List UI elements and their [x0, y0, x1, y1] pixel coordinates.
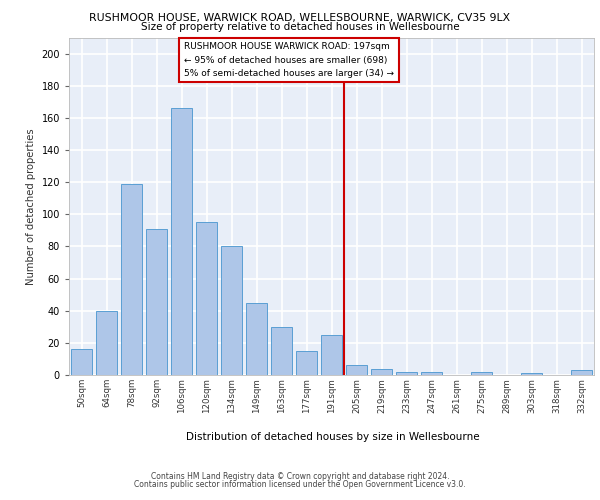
Text: Contains HM Land Registry data © Crown copyright and database right 2024.: Contains HM Land Registry data © Crown c… [151, 472, 449, 481]
Text: Distribution of detached houses by size in Wellesbourne: Distribution of detached houses by size … [186, 432, 480, 442]
Bar [321, 335, 342, 375]
Bar [371, 368, 392, 375]
Bar [421, 372, 442, 375]
Bar [346, 366, 367, 375]
Y-axis label: Number of detached properties: Number of detached properties [26, 128, 36, 284]
Bar [221, 246, 242, 375]
Text: Contains public sector information licensed under the Open Government Licence v3: Contains public sector information licen… [134, 480, 466, 489]
Bar [171, 108, 192, 375]
Bar [521, 374, 542, 375]
Bar [246, 302, 267, 375]
Bar [96, 310, 117, 375]
Bar [471, 372, 492, 375]
Bar [271, 327, 292, 375]
Text: RUSHMOOR HOUSE, WARWICK ROAD, WELLESBOURNE, WARWICK, CV35 9LX: RUSHMOOR HOUSE, WARWICK ROAD, WELLESBOUR… [89, 12, 511, 22]
Text: Size of property relative to detached houses in Wellesbourne: Size of property relative to detached ho… [140, 22, 460, 32]
Bar [121, 184, 142, 375]
Bar [146, 229, 167, 375]
Bar [396, 372, 417, 375]
Bar [296, 351, 317, 375]
Bar [196, 222, 217, 375]
Bar [571, 370, 592, 375]
Text: RUSHMOOR HOUSE WARWICK ROAD: 197sqm
← 95% of detached houses are smaller (698)
5: RUSHMOOR HOUSE WARWICK ROAD: 197sqm ← 95… [184, 42, 394, 78]
Bar [71, 350, 92, 375]
